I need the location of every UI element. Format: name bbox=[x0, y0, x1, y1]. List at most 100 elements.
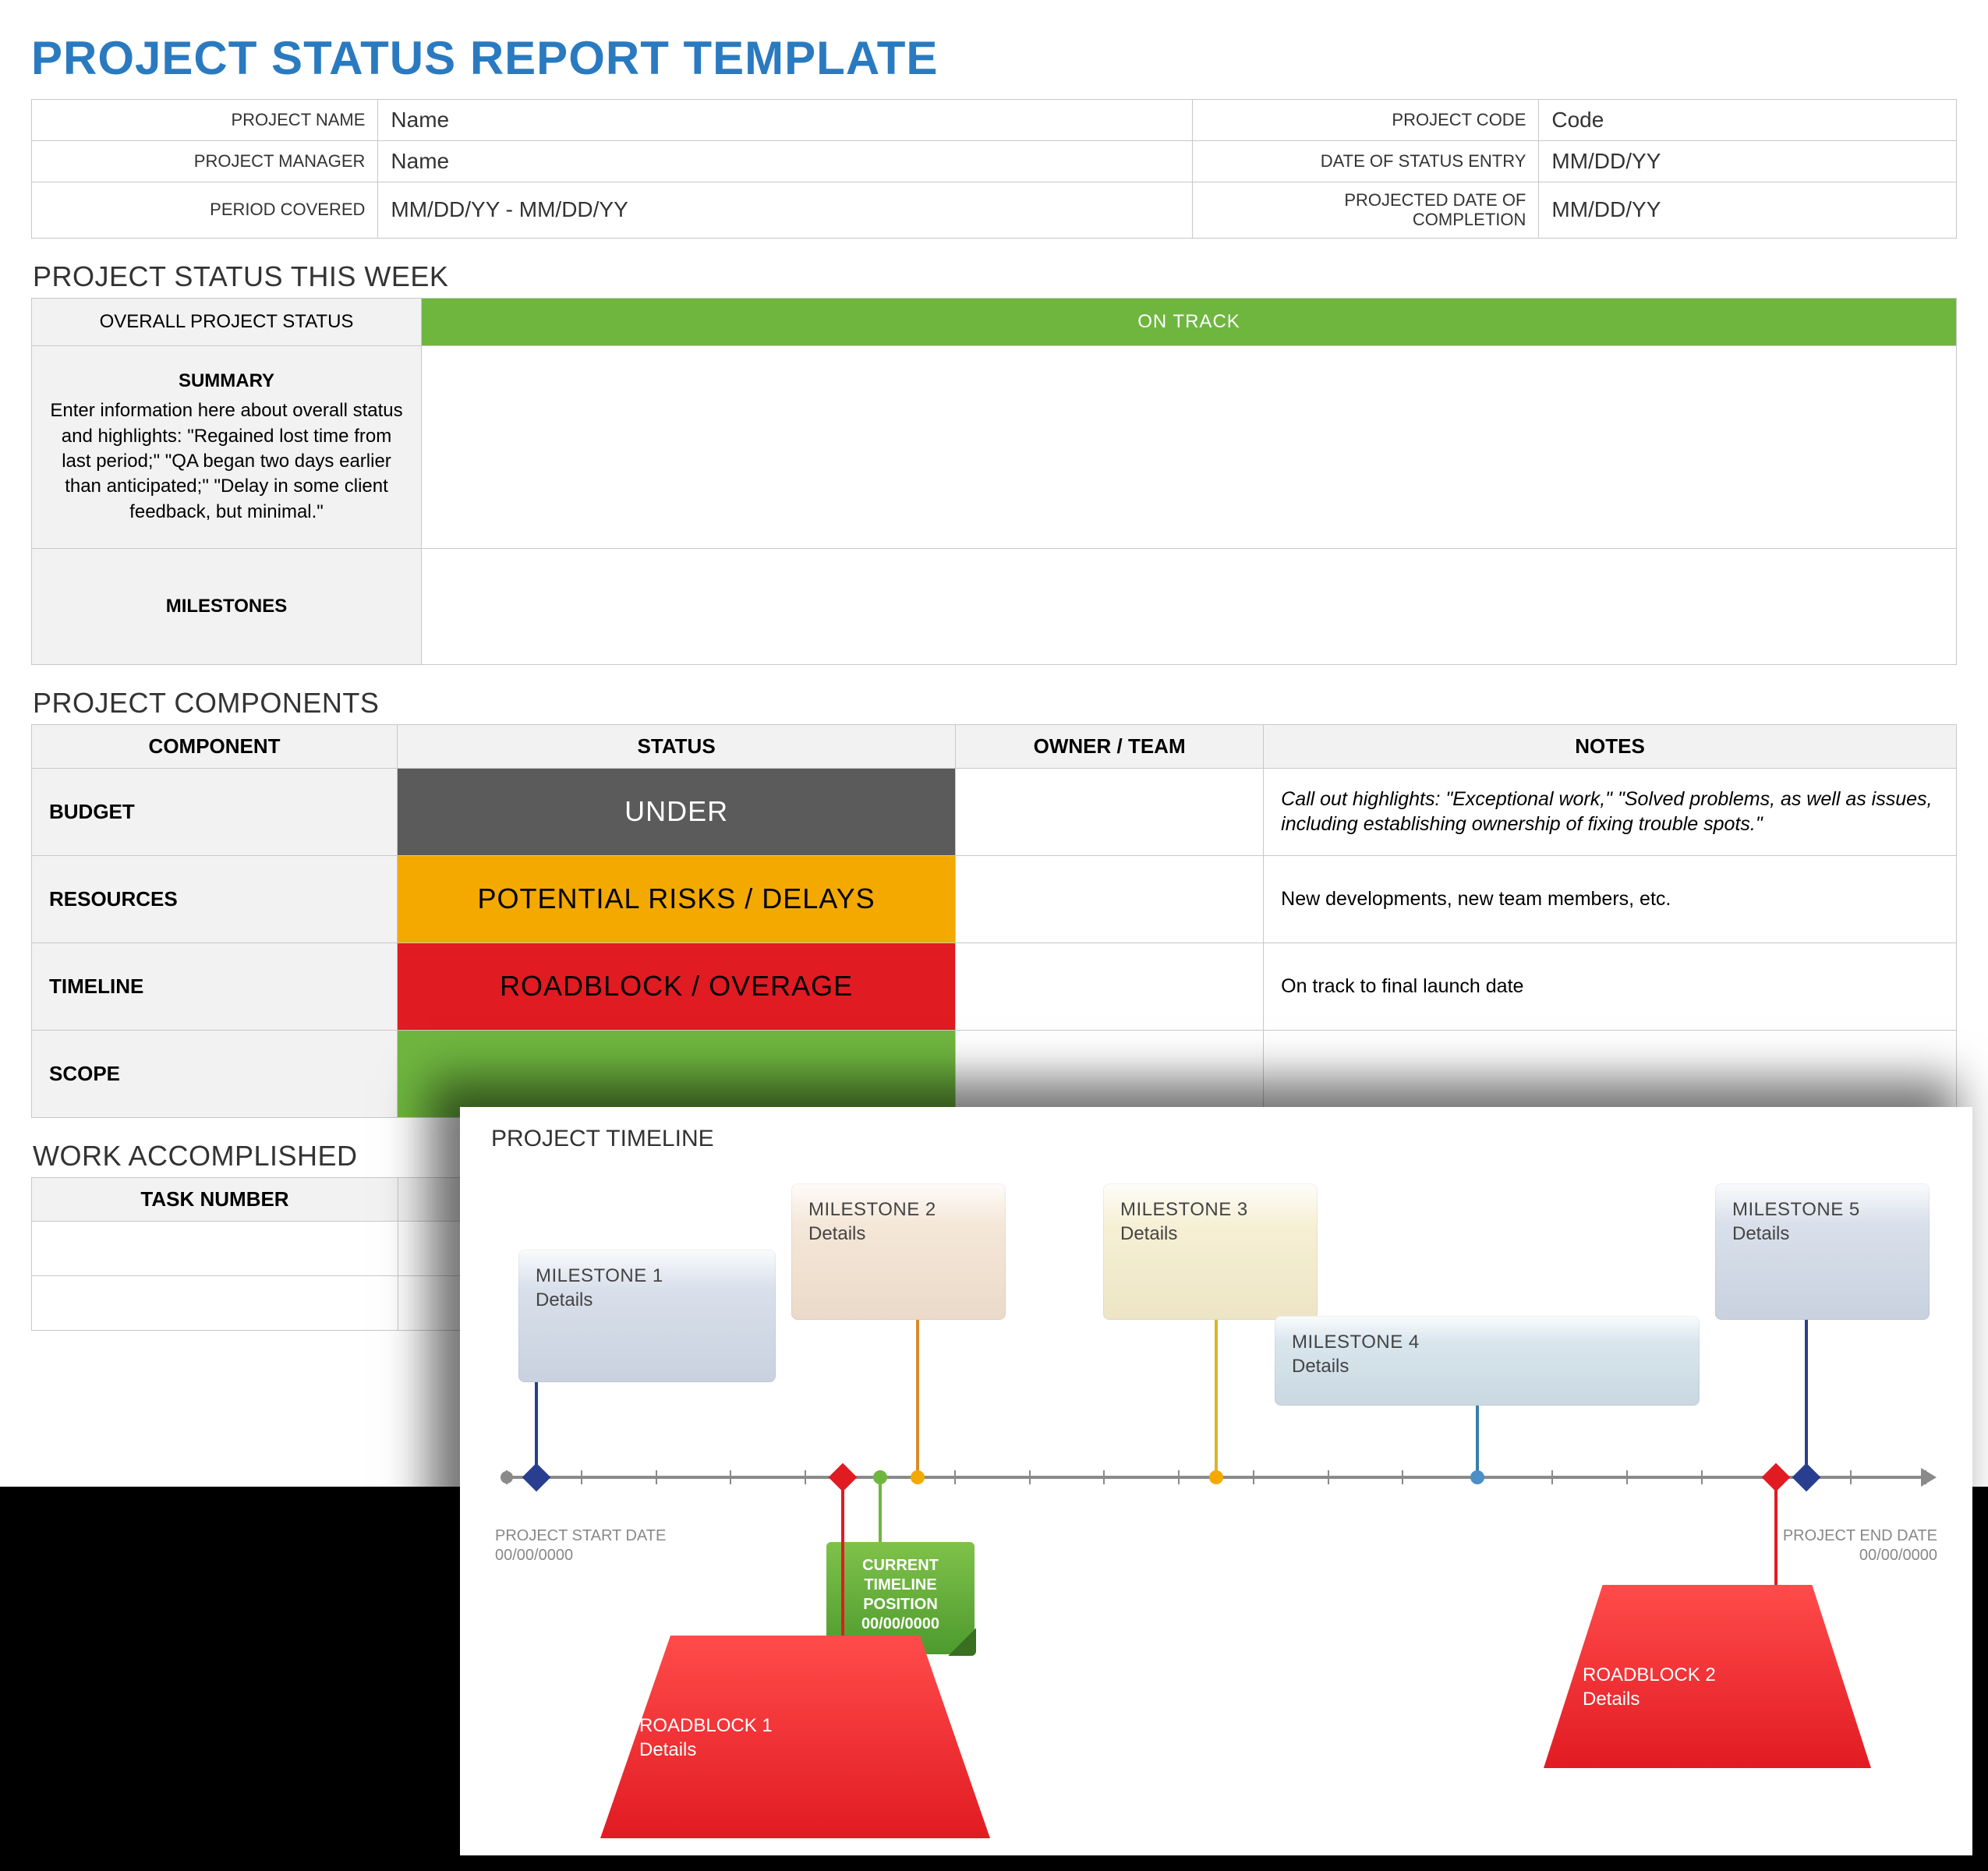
current-line: TIMELINE bbox=[837, 1576, 964, 1595]
header-label: PROJECT NAME bbox=[32, 100, 378, 141]
roadblock-shape[interactable]: ROADBLOCK 1Details bbox=[600, 1636, 990, 1838]
status-week-heading: PROJECT STATUS THIS WEEK bbox=[33, 260, 1957, 293]
timeline-tick bbox=[506, 1470, 508, 1484]
component-owner[interactable] bbox=[956, 768, 1264, 855]
dot-marker-icon bbox=[911, 1470, 925, 1484]
milestone-card[interactable]: MILESTONE 2Details bbox=[791, 1183, 1006, 1320]
timeline-tick bbox=[1103, 1470, 1105, 1484]
components-col-header: STATUS bbox=[398, 724, 956, 768]
roadblock-title: ROADBLOCK 1 bbox=[639, 1714, 951, 1738]
milestone-title: MILESTONE 5 bbox=[1732, 1197, 1912, 1222]
components-col-header: NOTES bbox=[1264, 724, 1957, 768]
components-row: RESOURCESPOTENTIAL RISKS / DELAYS New dev… bbox=[32, 855, 1957, 943]
milestone-title: MILESTONE 4 bbox=[1292, 1330, 1682, 1354]
roadblock-shape[interactable]: ROADBLOCK 2Details bbox=[1544, 1585, 1871, 1768]
component-status[interactable]: POTENTIAL RISKS / DELAYS bbox=[398, 855, 956, 943]
milestone-stem bbox=[535, 1382, 538, 1476]
milestone-stem bbox=[916, 1320, 919, 1476]
work-cell[interactable] bbox=[32, 1275, 398, 1330]
roadblock-stem bbox=[1774, 1480, 1778, 1585]
header-label: PERIOD COVERED bbox=[32, 182, 378, 239]
milestones-label: MILESTONES bbox=[32, 548, 422, 664]
header-value[interactable]: Name bbox=[378, 141, 1193, 182]
components-table: COMPONENTSTATUSOWNER / TEAMNOTESBUDGETUN… bbox=[31, 724, 1957, 1118]
component-status[interactable]: UNDER bbox=[398, 768, 956, 855]
work-cell[interactable] bbox=[32, 1221, 398, 1275]
header-label: PROJECT MANAGER bbox=[32, 141, 378, 182]
work-col-header: TASK NUMBER bbox=[32, 1177, 398, 1221]
status-week-table: OVERALL PROJECT STATUS ON TRACK SUMMARY … bbox=[31, 298, 1957, 665]
milestone-card[interactable]: MILESTONE 5Details bbox=[1715, 1183, 1930, 1320]
milestone-detail: Details bbox=[808, 1222, 989, 1246]
milestone-card[interactable]: MILESTONE 4Details bbox=[1275, 1316, 1700, 1406]
header-value[interactable]: Code bbox=[1539, 100, 1957, 141]
milestone-title: MILESTONE 2 bbox=[808, 1197, 989, 1222]
milestone-title: MILESTONE 1 bbox=[536, 1264, 759, 1288]
component-label: TIMELINE bbox=[32, 943, 398, 1030]
timeline-card: PROJECT TIMELINE PROJECT START DATE 00/0… bbox=[460, 1107, 1972, 1855]
component-status[interactable]: ROADBLOCK / OVERAGE bbox=[398, 943, 956, 1030]
components-row: SCOPE bbox=[32, 1030, 1957, 1117]
component-label: SCOPE bbox=[32, 1030, 398, 1117]
components-row: BUDGETUNDER Call out highlights: "Excepti… bbox=[32, 768, 1957, 855]
timeline-tick bbox=[1253, 1470, 1254, 1484]
roadblock-title: ROADBLOCK 2 bbox=[1583, 1663, 1832, 1687]
axis-start-label: PROJECT START DATE 00/00/0000 bbox=[495, 1526, 666, 1565]
component-label: RESOURCES bbox=[32, 855, 398, 943]
summary-header: SUMMARY bbox=[46, 369, 407, 394]
overall-status-label: OVERALL PROJECT STATUS bbox=[32, 298, 422, 345]
timeline-tick bbox=[1925, 1470, 1926, 1484]
dot-marker-icon bbox=[873, 1470, 887, 1484]
milestone-detail: Details bbox=[1120, 1222, 1300, 1246]
summary-text: Enter information here about overall sta… bbox=[50, 400, 402, 522]
header-value[interactable]: MM/DD/YY bbox=[1539, 182, 1957, 239]
timeline-stage: PROJECT START DATE 00/00/0000 PROJECT EN… bbox=[491, 1160, 1941, 1846]
timeline-tick bbox=[954, 1470, 956, 1484]
milestones-body[interactable] bbox=[422, 548, 1957, 664]
timeline-tick bbox=[1551, 1470, 1553, 1484]
timeline-tick bbox=[1328, 1470, 1329, 1484]
axis-start-title: PROJECT START DATE bbox=[495, 1526, 666, 1546]
component-label: BUDGET bbox=[32, 768, 398, 855]
summary-body[interactable] bbox=[422, 345, 1957, 548]
summary-cell: SUMMARY Enter information here about ove… bbox=[32, 345, 422, 548]
header-label: PROJECT CODE bbox=[1192, 100, 1538, 141]
milestone-detail: Details bbox=[1292, 1354, 1682, 1378]
diamond-marker-icon bbox=[1792, 1463, 1820, 1492]
component-owner[interactable] bbox=[956, 855, 1264, 943]
timeline-tick bbox=[730, 1470, 731, 1484]
timeline-tick bbox=[1402, 1470, 1403, 1484]
component-notes[interactable] bbox=[1264, 1030, 1957, 1117]
axis-end-date: 00/00/0000 bbox=[1783, 1546, 1937, 1565]
components-row: TIMELINEROADBLOCK / OVERAGE On track to f… bbox=[32, 943, 1957, 1030]
current-date: 00/00/0000 bbox=[837, 1615, 964, 1634]
milestone-card[interactable]: MILESTONE 3Details bbox=[1103, 1183, 1318, 1320]
milestone-stem bbox=[1476, 1406, 1479, 1476]
header-label: PROJECTED DATE OFCOMPLETION bbox=[1192, 182, 1538, 239]
header-value[interactable]: Name bbox=[378, 100, 1193, 141]
diamond-marker-icon bbox=[522, 1463, 551, 1492]
component-notes[interactable]: On track to final launch date bbox=[1264, 943, 1957, 1030]
header-value[interactable]: MM/DD/YY - MM/DD/YY bbox=[378, 182, 1193, 239]
milestone-stem bbox=[1805, 1320, 1808, 1476]
milestone-stem bbox=[1215, 1320, 1218, 1476]
component-notes[interactable]: New developments, new team members, etc. bbox=[1264, 855, 1957, 943]
timeline-tick bbox=[1701, 1470, 1703, 1484]
overall-status-value: ON TRACK bbox=[422, 298, 1957, 345]
milestone-detail: Details bbox=[536, 1288, 759, 1312]
components-heading: PROJECT COMPONENTS bbox=[33, 687, 1957, 720]
component-notes[interactable]: Call out highlights: "Exceptional work,"… bbox=[1264, 768, 1957, 855]
components-col-header: OWNER / TEAM bbox=[956, 724, 1264, 768]
component-status[interactable] bbox=[398, 1030, 956, 1117]
component-owner[interactable] bbox=[956, 1030, 1264, 1117]
header-value[interactable]: MM/DD/YY bbox=[1539, 141, 1957, 182]
component-owner[interactable] bbox=[956, 943, 1264, 1030]
page-title: PROJECT STATUS REPORT TEMPLATE bbox=[31, 31, 1957, 85]
timeline-tick bbox=[1850, 1470, 1852, 1484]
roadblock-detail: Details bbox=[1583, 1687, 1832, 1711]
header-info-table: PROJECT NAMENamePROJECT CODECode PROJECT … bbox=[31, 99, 1957, 239]
dot-marker-icon bbox=[1470, 1470, 1484, 1484]
milestone-card[interactable]: MILESTONE 1Details bbox=[518, 1250, 776, 1382]
milestone-title: MILESTONE 3 bbox=[1120, 1197, 1300, 1222]
timeline-title: PROJECT TIMELINE bbox=[491, 1126, 1941, 1152]
